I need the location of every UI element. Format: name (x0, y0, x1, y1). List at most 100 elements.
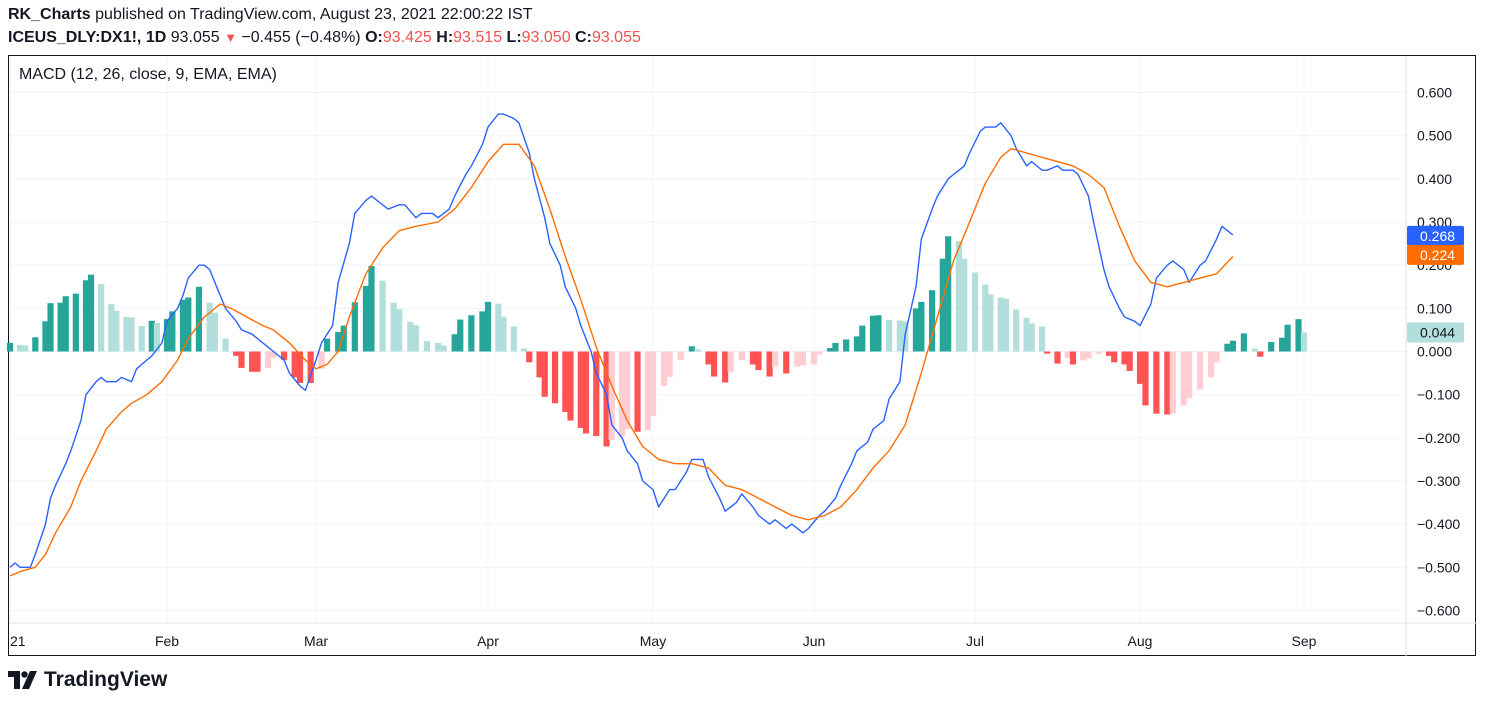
histogram-bar (562, 351, 569, 412)
histogram-bar (1038, 326, 1046, 352)
histogram-bar (1169, 351, 1176, 414)
histogram-bar (832, 342, 839, 352)
histogram-bar (1164, 351, 1171, 415)
histogram-bar (390, 302, 397, 352)
histogram (6, 236, 1308, 447)
histogram-bar (87, 274, 95, 352)
histogram-bar (997, 297, 1004, 352)
histogram-bar (368, 266, 375, 352)
histogram-bar (827, 348, 834, 352)
tradingview-logo[interactable]: TradingView (8, 668, 167, 692)
x-tick-label: Jun (803, 633, 826, 649)
histogram-bar (440, 345, 447, 352)
histogram-bar (644, 351, 651, 431)
histogram-bar (593, 351, 600, 437)
histogram-bar (98, 284, 105, 352)
histogram-bar (971, 272, 979, 352)
down-arrow-icon: ▼ (224, 30, 237, 45)
histogram-bar (169, 311, 176, 352)
histogram-bar (618, 351, 626, 437)
histogram-bar (783, 351, 790, 374)
y-tick-label: 0.100 (1417, 300, 1452, 316)
histogram-bar (280, 351, 288, 361)
y-tick-label: 0.500 (1417, 128, 1452, 144)
histogram-bar (869, 315, 877, 352)
last-value-badge (1407, 225, 1464, 246)
x-tick-label: Sep (1292, 633, 1317, 649)
histogram-bar (766, 351, 773, 377)
histogram-bar (688, 346, 695, 352)
histogram-bar (185, 297, 192, 352)
histogram-bar (1126, 351, 1133, 371)
y-tick-label: −0.100 (1417, 387, 1460, 403)
author-name[interactable]: RK_Charts (8, 6, 91, 23)
histogram-bar (153, 323, 160, 352)
histogram-bar (955, 241, 962, 352)
x-tick-label: 21 (10, 633, 26, 649)
histogram-bar (340, 325, 347, 352)
high-label: H: (436, 29, 454, 46)
histogram-bar (1121, 351, 1128, 365)
histogram-bar (479, 311, 486, 352)
histogram-bar (1186, 351, 1193, 399)
histogram-bar (1213, 351, 1220, 363)
histogram-bar (323, 338, 331, 352)
histogram-bar (82, 280, 90, 352)
histogram-bar (113, 310, 120, 352)
close-label: C: (575, 29, 592, 46)
histogram-bar (772, 351, 779, 367)
x-tick-label: Mar (304, 633, 328, 649)
histogram-bar (270, 351, 277, 358)
histogram-bar (72, 293, 79, 352)
histogram-bar (603, 351, 610, 447)
histogram-bar (945, 236, 952, 352)
histogram-bar (918, 301, 925, 352)
histogram-bar (536, 351, 543, 378)
histogram-bar (1197, 351, 1204, 390)
histogram-bar (859, 325, 866, 352)
histogram-bar (500, 316, 507, 352)
histogram-bar (17, 345, 24, 352)
histogram-bar (62, 296, 69, 352)
histogram-bar (912, 308, 920, 352)
histogram-bar (1295, 319, 1302, 352)
grid (9, 56, 1406, 623)
histogram-bar (138, 326, 145, 352)
histogram-bar (1136, 351, 1144, 384)
histogram-bar (1095, 351, 1102, 354)
y-tick-label: 0.000 (1417, 344, 1452, 360)
histogram-bar (1142, 351, 1149, 406)
histogram-bar (6, 342, 14, 352)
histogram-bar (1268, 342, 1275, 352)
histogram-bar (794, 351, 801, 367)
histogram-bar (582, 351, 590, 434)
histogram-bar (541, 351, 548, 397)
histogram-bar (457, 319, 464, 352)
histogram-bar (624, 351, 631, 430)
histogram-bar (982, 284, 989, 352)
chart-frame[interactable] (8, 55, 1476, 656)
last-value-badge (1407, 244, 1464, 265)
histogram-bar (379, 280, 386, 352)
histogram-bar (32, 337, 39, 352)
published-text: published on TradingView.com, August 23,… (95, 6, 533, 23)
low-value: 93.050 (521, 29, 571, 46)
histogram-bar (468, 315, 475, 352)
symbol-line: ICEUS_DLY:DX1!, 1D 93.055 ▼ −0.455 (−0.4… (8, 29, 641, 47)
histogram-bar (296, 351, 304, 384)
indicator-label[interactable]: MACD (12, 26, close, 9, EMA, EMA) (19, 66, 277, 83)
histogram-bar (526, 351, 533, 363)
x-tick-label: Feb (155, 633, 179, 649)
y-tick-label: 0.400 (1417, 171, 1452, 187)
histogram-bar (351, 302, 358, 352)
histogram-bar (42, 321, 49, 352)
histogram-bar (1153, 351, 1160, 414)
histogram-bar (843, 339, 850, 352)
y-tick-label: −0.600 (1417, 602, 1460, 618)
histogram-bar (362, 285, 370, 352)
histogram-bar (1229, 340, 1237, 352)
histogram-bar (816, 351, 823, 355)
signal-line (9, 143, 1234, 577)
histogram-bar (451, 334, 458, 352)
